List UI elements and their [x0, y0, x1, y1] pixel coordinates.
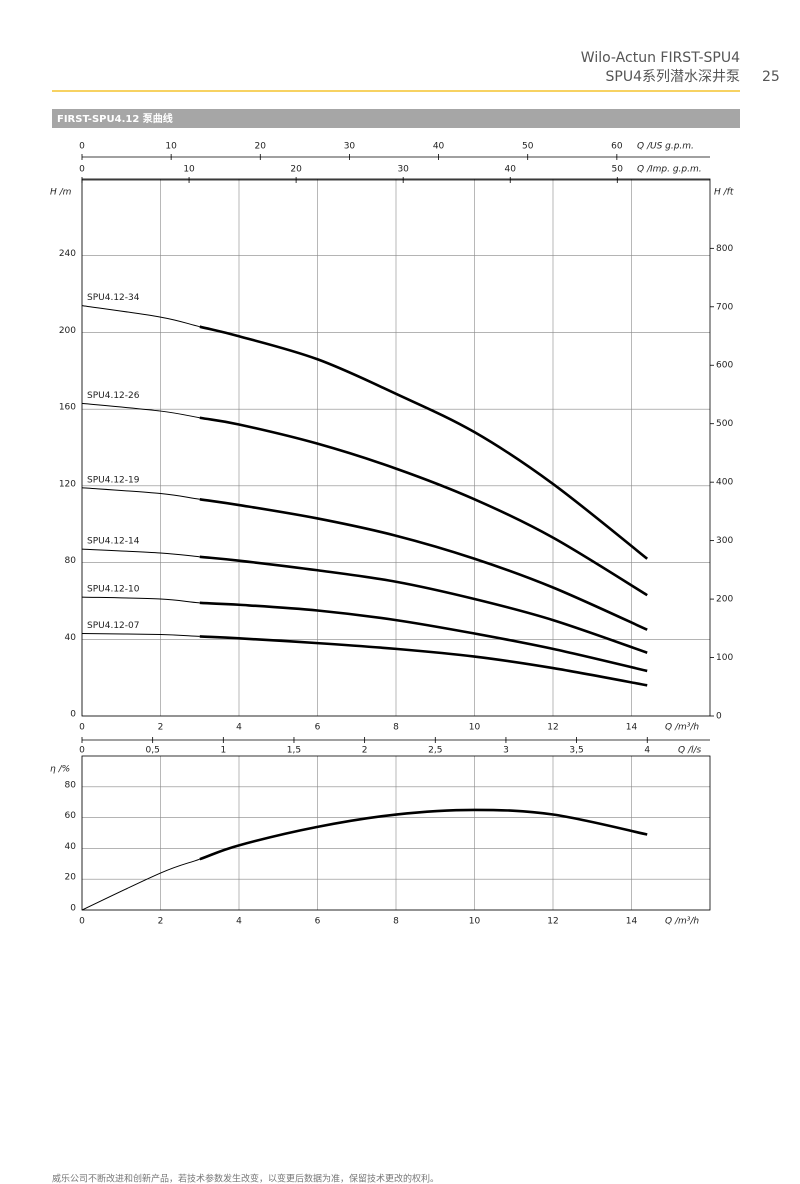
page-number: 25: [762, 69, 780, 85]
curve: [81, 305, 200, 328]
secondary-tick-label: 10: [165, 142, 177, 152]
secondary-tick-label: 1,5: [287, 746, 301, 756]
y2-tick-label: 700: [716, 302, 733, 312]
y-tick-label: 160: [59, 403, 76, 413]
curve: [81, 548, 200, 558]
x-tick-label: 0: [79, 723, 85, 733]
y2-tick-label: 200: [716, 595, 733, 605]
x-tick-label: 10: [469, 917, 481, 927]
secondary-tick-label: 3,5: [569, 746, 583, 756]
y2-tick-label: 500: [716, 419, 733, 429]
curve-label: SPU4.12-10: [87, 585, 140, 595]
secondary-tick-label: 0: [79, 142, 85, 152]
secondary-axis-label: Q /Imp. g.p.m.: [637, 165, 702, 175]
secondary-tick-label: 2,5: [428, 746, 442, 756]
secondary-tick-label: 40: [505, 165, 517, 175]
x-tick-label: 6: [315, 723, 321, 733]
x-tick-label: 14: [626, 723, 638, 733]
curve: [81, 633, 200, 637]
header-subtitle: SPU4系列潜水深井泵: [606, 69, 740, 85]
curve: [199, 325, 649, 560]
x-tick-label: 4: [236, 723, 242, 733]
curve: [81, 402, 200, 419]
y-tick-label: 240: [59, 249, 76, 259]
secondary-axis-label: Q /US g.p.m.: [637, 142, 694, 152]
y-tick-label: 120: [59, 479, 76, 489]
x-tick-label: 14: [626, 917, 638, 927]
curve: [199, 555, 648, 654]
x-tick-label: 2: [158, 723, 164, 733]
section-title: FIRST-SPU4.12 泵曲线: [57, 112, 173, 125]
secondary-tick-label: 20: [290, 165, 302, 175]
y2-tick-label: 0: [716, 712, 722, 722]
x-tick-label: 2: [158, 917, 164, 927]
x-tick-label: 8: [393, 723, 399, 733]
x-tick-label: 8: [393, 917, 399, 927]
secondary-tick-label: 20: [255, 142, 267, 152]
curve-label: SPU4.12-07: [87, 621, 139, 631]
y-tick-label: 200: [59, 326, 76, 336]
curve: [81, 596, 200, 604]
secondary-tick-label: 50: [612, 165, 624, 175]
secondary-tick-label: 30: [344, 142, 356, 152]
secondary-tick-label: 0: [79, 746, 85, 756]
secondary-tick-label: 50: [522, 142, 534, 152]
y-tick-label: 0: [70, 710, 76, 720]
y-tick-label: 40: [65, 842, 77, 852]
x-axis-label: Q /m³/h: [665, 917, 699, 927]
secondary-tick-label: 30: [397, 165, 409, 175]
header-title: Wilo-Actun FIRST-SPU4: [581, 50, 740, 66]
secondary-axis-label: Q /l/s: [678, 746, 702, 756]
curve: [81, 858, 200, 911]
secondary-tick-label: 2: [362, 746, 368, 756]
x-tick-label: 10: [469, 723, 481, 733]
curve-label: SPU4.12-26: [87, 391, 140, 401]
x-tick-label: 12: [547, 917, 558, 927]
y2-tick-label: 300: [716, 536, 733, 546]
secondary-tick-label: 40: [433, 142, 445, 152]
curve: [81, 487, 200, 500]
x-tick-label: 6: [315, 917, 321, 927]
curve: [199, 497, 648, 631]
y-tick-label: 0: [70, 904, 76, 914]
secondary-tick-label: 1: [220, 746, 226, 756]
curve-label: SPU4.12-19: [87, 475, 140, 485]
y-tick-label: 20: [65, 873, 77, 883]
curve: [199, 601, 648, 673]
x-tick-label: 12: [547, 723, 558, 733]
curve-label: SPU4.12-14: [87, 537, 140, 547]
y2-tick-label: 100: [716, 653, 733, 663]
y-tick-label: 60: [65, 811, 77, 821]
y-tick-label: 40: [65, 633, 77, 643]
section-bar: [52, 109, 740, 128]
footer: 威乐公司不断改进和创新产品，若技术参数发生改变，以变更后数据为准，保留技术更改的…: [52, 1173, 439, 1184]
plot-frame: [81, 178, 711, 717]
x-tick-label: 4: [236, 917, 242, 927]
y-tick-label: 80: [65, 780, 77, 790]
x-tick-label: 0: [79, 917, 85, 927]
curve: [199, 635, 648, 687]
y-tick-label: 80: [65, 556, 77, 566]
secondary-tick-label: 4: [644, 746, 650, 756]
y2-tick-label: 800: [716, 244, 733, 254]
secondary-tick-label: 10: [183, 165, 195, 175]
plot-frame: [81, 755, 711, 911]
secondary-tick-label: 0: [79, 165, 85, 175]
y2-tick-label: 600: [716, 361, 733, 371]
curve: [199, 416, 648, 597]
x-axis-label: Q /m³/h: [665, 723, 699, 733]
y-axis-label: H /m: [50, 188, 72, 198]
y-axis-label: η /%: [50, 765, 70, 775]
secondary-tick-label: 3: [503, 746, 509, 756]
y2-tick-label: 400: [716, 478, 733, 488]
y2-axis-label: H /ft: [714, 188, 734, 198]
curve-label: SPU4.12-34: [87, 293, 140, 303]
secondary-tick-label: 60: [611, 142, 623, 152]
curve: [199, 808, 648, 861]
secondary-tick-label: 0,5: [145, 746, 159, 756]
